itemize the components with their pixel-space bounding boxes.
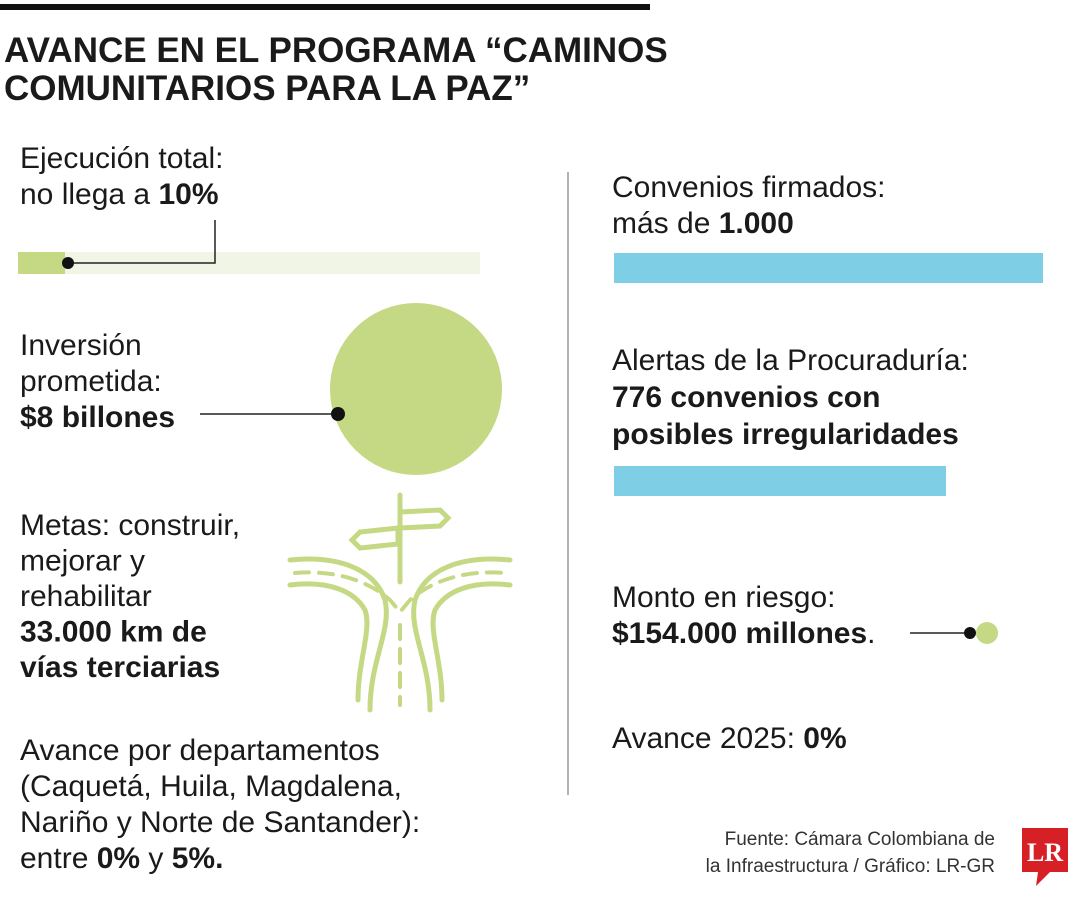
text-segment: (Caquetá, Huila, Magdalena, [20,770,402,803]
highlight: vías terciarias [20,651,220,684]
text-line: Ejecución total: [20,142,223,175]
text-line: posibles irregularidades [612,418,959,451]
logo-box [1022,828,1068,886]
source-line: Fuente: Cámara Colombiana de [725,829,995,850]
text-line: Nariño y Norte de Santander): [20,806,420,839]
text-line: vías terciarias [20,651,220,684]
text-line: 776 convenios con [612,381,880,414]
highlight: $8 billones [20,401,175,434]
highlight: $154.000 millones [612,617,867,650]
text-line: Convenios firmados: [612,171,885,204]
logo: LR [1027,838,1063,867]
leader-dot [331,407,345,421]
bar-track [18,252,480,274]
text-segment: Convenios firmados: [612,171,885,204]
text-segment: mejorar y [20,545,145,578]
highlight: 0% [97,842,140,875]
text-segment: Inversión [20,329,142,362]
text-line: no llega a 10% [20,178,219,211]
bar-fill [18,252,65,274]
text-segment: Alertas de la Procuraduría: [612,344,969,377]
text-segment: más de [612,207,719,240]
title-line: AVANCE EN EL PROGRAMA “CAMINOS [4,31,668,70]
leader-dot [964,627,976,639]
text-line: Monto en riesgo: [612,581,835,614]
road-icon [287,492,513,713]
text-line: Avance 2025: 0% [612,722,847,755]
title-line: COMUNITARIOS PARA LA PAZ” [4,69,530,108]
highlight: 5%. [172,842,224,875]
highlight: 33.000 km de [20,616,207,649]
text-line: Metas: construir, [20,509,240,542]
text-segment: no llega a [20,178,158,211]
top-rule [0,4,650,10]
text-segment: rehabilitar [20,580,152,613]
text-line: Alertas de la Procuraduría: [612,344,969,377]
investment-circle [330,303,502,475]
text-segment: Nariño y Norte de Santander): [20,806,420,839]
text-line: Avance por departamentos [20,734,380,767]
text-segment: Monto en riesgo: [612,581,835,614]
text-line: Inversión [20,329,142,362]
highlight: posibles irregularidades [612,418,959,451]
risk-dot [976,622,998,644]
text-line: $8 billones [20,401,175,434]
bar-alerts [614,466,946,496]
text-segment: Avance por departamentos [20,734,380,767]
text-segment: . [867,617,875,650]
leader-dot [62,257,74,269]
highlight: 776 convenios con [612,381,880,414]
text-line: entre 0% y 5%. [20,842,223,875]
text-line: 33.000 km de [20,616,207,649]
source-line: la Infraestructura / Gráfico: LR-GR [706,856,995,877]
text-line: (Caquetá, Huila, Magdalena, [20,770,402,803]
bar-signed [614,253,1043,283]
text-line: más de 1.000 [612,207,794,240]
highlight: 0% [803,722,846,755]
text-segment: Ejecución total: [20,142,223,175]
highlight: 10% [158,178,218,211]
text-segment: y [140,842,172,875]
text-segment: prometida: [20,365,162,398]
text-line: $154.000 millones. [612,617,876,650]
text-segment: Avance 2025: [612,722,803,755]
highlight: 1.000 [719,207,794,240]
text-segment: entre [20,842,97,875]
text-line: rehabilitar [20,580,152,613]
text-segment: Metas: construir, [20,509,240,542]
leader-line [68,220,216,264]
text-line: mejorar y [20,545,145,578]
text-line: prometida: [20,365,162,398]
